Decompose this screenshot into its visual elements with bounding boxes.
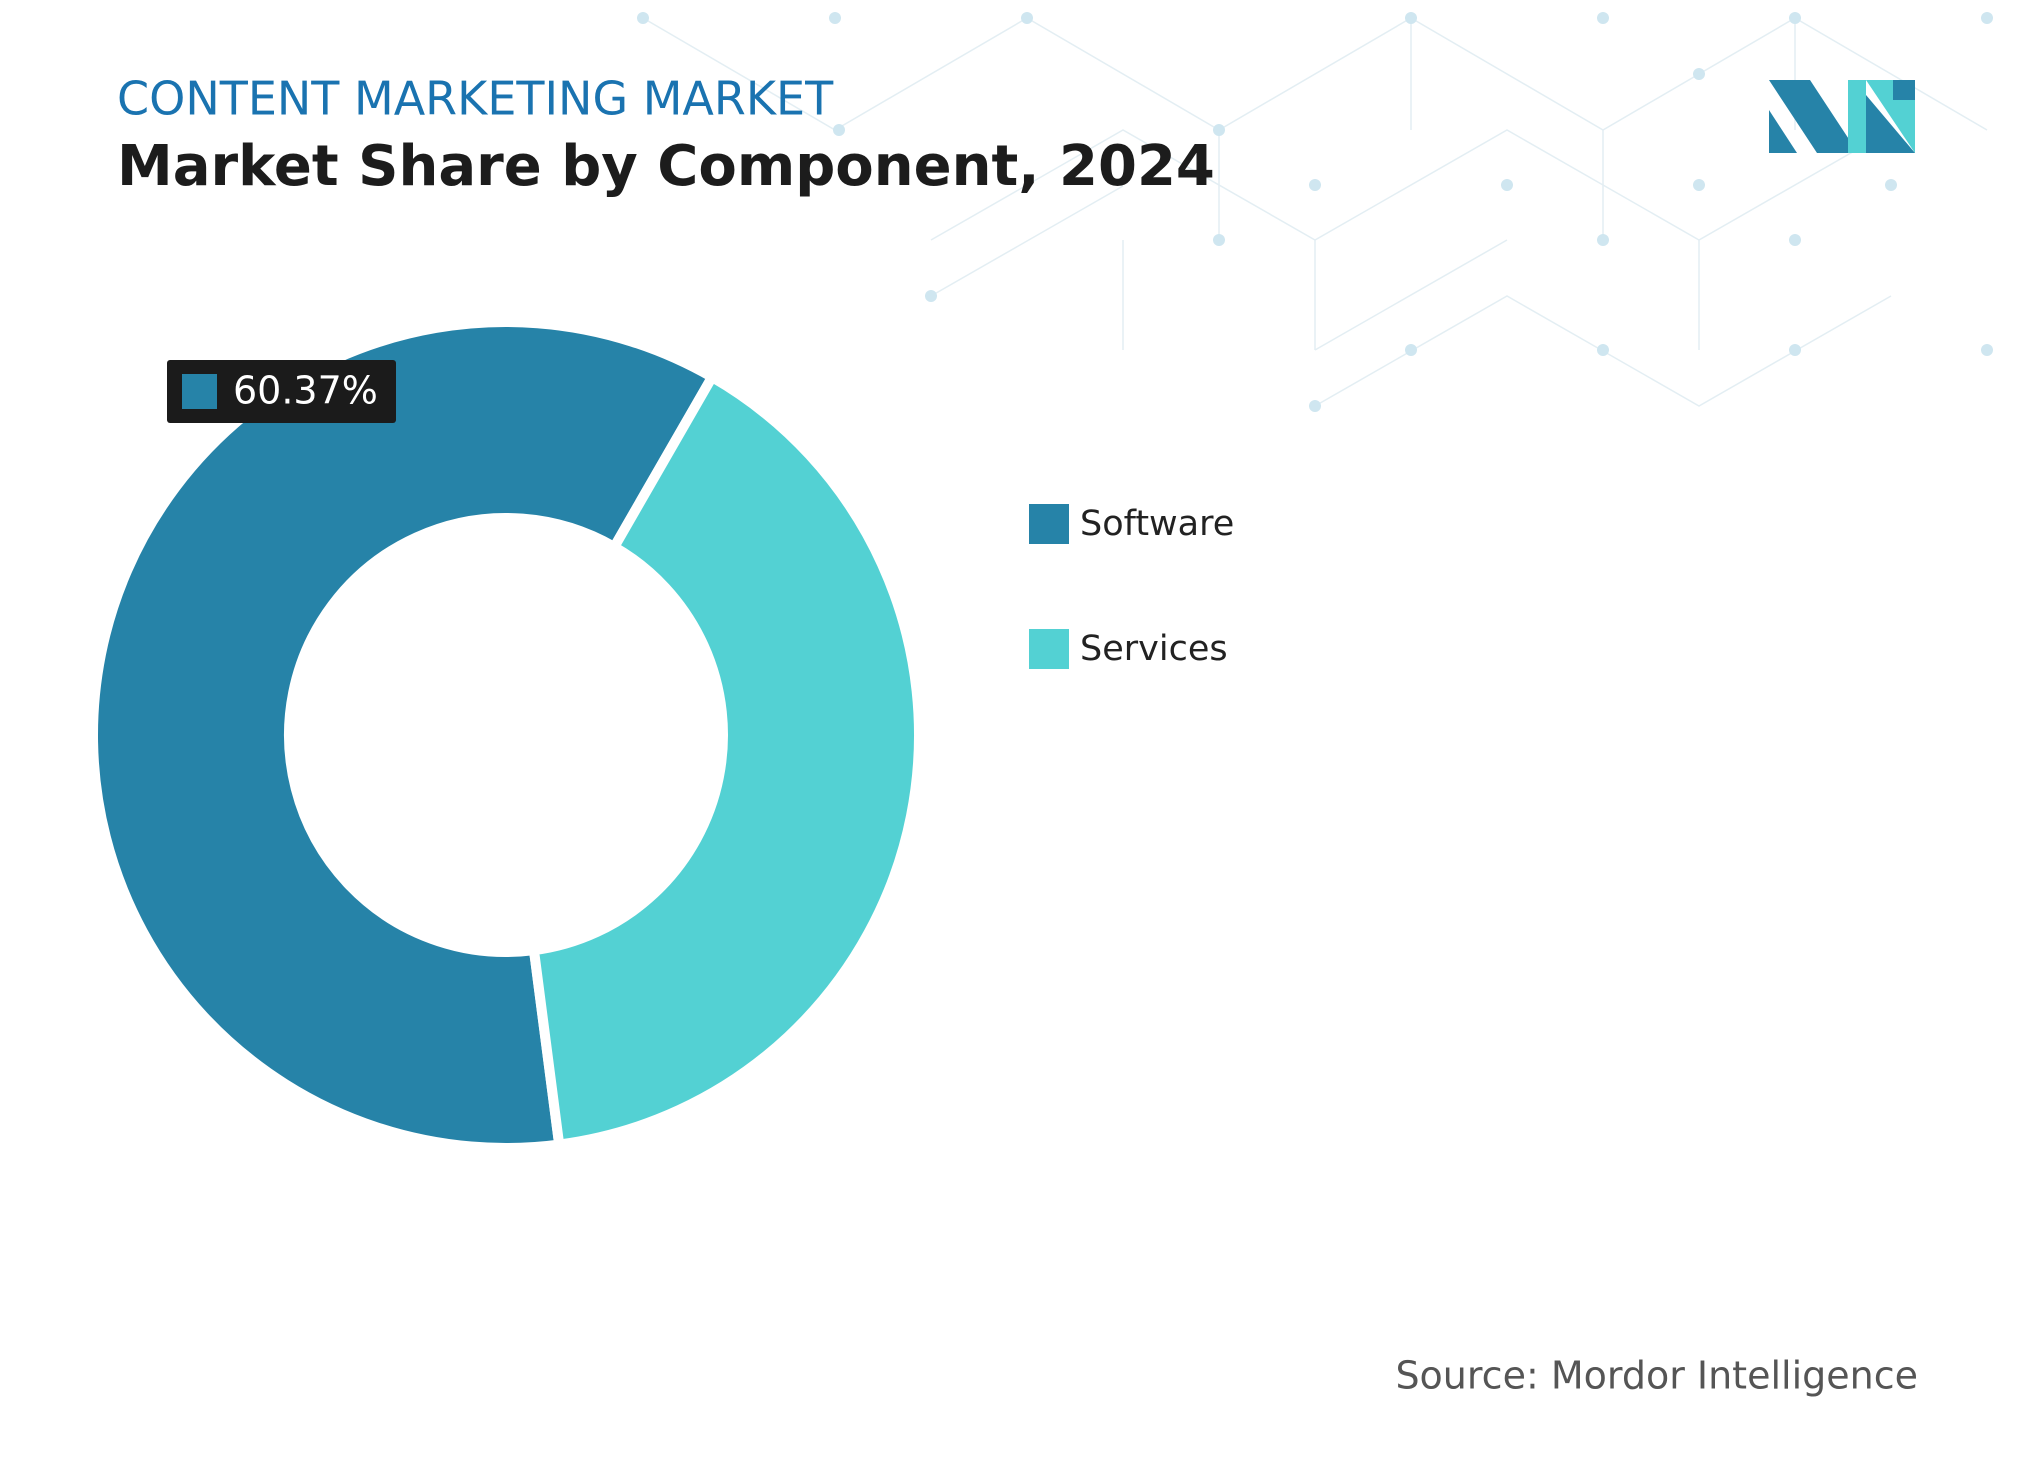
legend-label: Services <box>1080 629 1228 669</box>
donut: 60.37% <box>88 317 924 1153</box>
legend-swatch <box>1029 504 1069 544</box>
legend: Software Services <box>1029 504 1234 669</box>
value-label-text: 60.37% <box>233 369 378 413</box>
chart-subtitle: Market Share by Component, 2024 <box>117 134 1215 199</box>
donut-segment <box>88 317 719 1153</box>
chart-title: CONTENT MARKETING MARKET <box>117 72 834 126</box>
source-note: Source: Mordor Intelligence <box>1395 1354 1918 1398</box>
donut-segment <box>528 370 924 1151</box>
value-label: 60.37% <box>167 360 396 423</box>
value-label-box <box>167 360 396 423</box>
logo <box>1769 80 1915 153</box>
background-pattern <box>642 17 1988 407</box>
legend-swatch <box>1029 629 1069 669</box>
legend-label: Software <box>1080 504 1234 544</box>
background-dots <box>637 12 1993 412</box>
value-label-swatch <box>182 374 217 409</box>
